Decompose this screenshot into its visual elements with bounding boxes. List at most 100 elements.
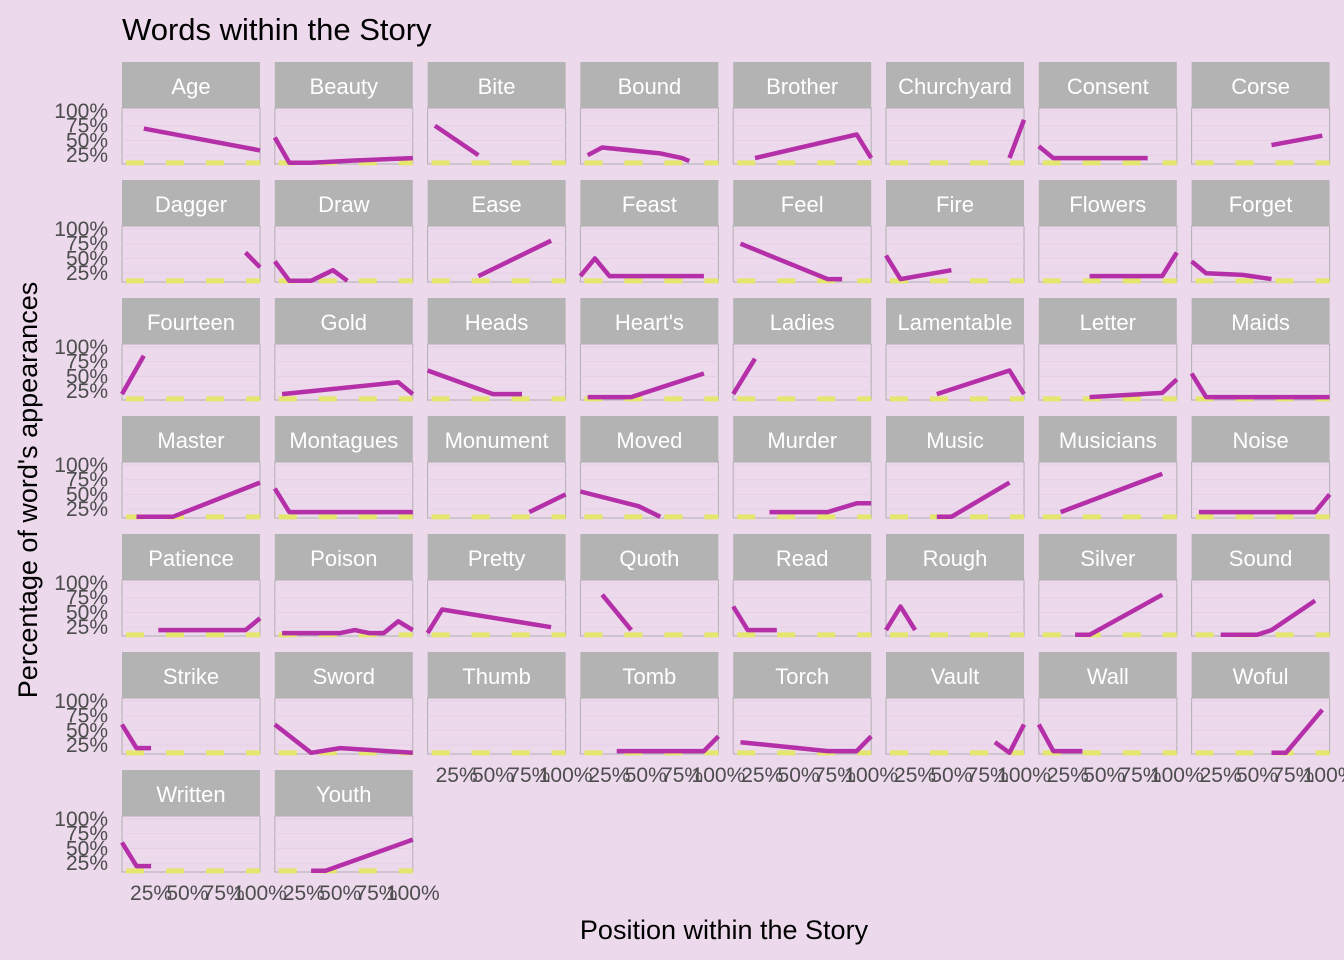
series-line: [1271, 133, 1323, 148]
series-line: [311, 837, 414, 874]
facet-label: Consent: [1067, 74, 1149, 99]
facet-corse: Corse: [1191, 62, 1331, 166]
facet-panel: [732, 225, 872, 283]
y-tick-label: 25%: [66, 616, 108, 639]
facet-panel: [885, 225, 1025, 283]
facet-strip: [886, 62, 1024, 108]
facet-strip: [1191, 652, 1330, 698]
facet-strip: [274, 534, 413, 580]
facet-strip: [122, 62, 260, 108]
facet-label: Master: [157, 428, 224, 453]
x-tick-label: 75%: [1119, 764, 1161, 787]
facet-label: Torch: [775, 664, 829, 689]
facet-wall: Wall 25%50%75%100%: [1036, 652, 1204, 787]
facet-strip: [580, 416, 719, 462]
facet-tomb: Tomb 25%50%75%100%: [579, 652, 745, 787]
series-line: [1190, 259, 1272, 282]
y-tick-label: 50%: [66, 129, 108, 152]
facet-thumb: Thumb 25%50%75%100%: [427, 652, 593, 787]
facet-strip: [886, 180, 1024, 226]
facet-heart-s: Heart's: [579, 298, 719, 402]
x-tick-label: 50%: [166, 882, 208, 905]
facet-strike: Strike 25%50%75%100%: [54, 652, 261, 757]
facet-panel: [1191, 579, 1331, 637]
series-line: [731, 605, 777, 633]
series-line: [1220, 598, 1317, 638]
series-line: [587, 371, 705, 400]
series-line: [731, 357, 757, 396]
y-tick-label: 75%: [66, 823, 108, 846]
x-tick-label: 50%: [1236, 764, 1278, 787]
facet-strip: [733, 180, 872, 226]
facet-panel: [427, 697, 567, 755]
facet-label: Moved: [616, 428, 682, 453]
series-line: [1271, 708, 1325, 756]
facet-strip: [274, 652, 413, 698]
facet-panel: [579, 579, 719, 637]
x-tick-label: 100%: [1150, 764, 1204, 787]
facet-letter: Letter: [1038, 298, 1179, 402]
y-tick-label: 25%: [66, 144, 108, 167]
facet-monument: Monument: [427, 416, 567, 520]
series-line: [754, 132, 874, 161]
facet-label: Heads: [465, 310, 529, 335]
series-line: [528, 492, 567, 515]
facet-strip: [427, 652, 566, 698]
series-line: [273, 722, 413, 756]
facet-label: Maids: [1231, 310, 1290, 335]
facet-label: Heart's: [615, 310, 684, 335]
facet-heads: Heads: [426, 298, 567, 402]
x-tick-label: 25%: [130, 882, 172, 905]
chart-title: Words within the Story: [122, 12, 432, 47]
facet-strip: [1191, 62, 1330, 108]
series-line: [1089, 377, 1179, 400]
facet-panel: [579, 343, 719, 401]
facet-label: Feast: [622, 192, 677, 217]
x-tick-label: 100%: [539, 764, 593, 787]
facet-forget: Forget: [1190, 180, 1331, 284]
y-tick-label: 100%: [54, 808, 108, 831]
series-line: [143, 126, 261, 153]
y-tick-label: 75%: [66, 115, 108, 138]
series-line: [281, 380, 415, 397]
x-tick-label: 100%: [1303, 764, 1344, 787]
facet-strip: [1038, 298, 1177, 344]
facet-quoth: Quoth: [579, 534, 719, 638]
facet-strip: [427, 416, 566, 462]
x-tick-label: 100%: [844, 764, 898, 787]
facet-panel: [121, 343, 261, 401]
facet-panel: [121, 225, 261, 283]
y-tick-label: 75%: [66, 587, 108, 610]
y-tick-label: 100%: [54, 572, 108, 595]
facet-panel: [885, 579, 1025, 637]
series-line: [1037, 144, 1148, 161]
facet-strip: [1191, 416, 1330, 462]
y-tick-label: 25%: [66, 498, 108, 521]
series-line: [769, 501, 872, 515]
facet-label: Thumb: [462, 664, 530, 689]
facet-woful: Woful 25%50%75%100%: [1191, 652, 1344, 787]
series-line: [158, 616, 262, 633]
facet-strip: [122, 416, 260, 462]
series-line: [426, 368, 522, 397]
series-line: [884, 254, 952, 282]
facet-strip: [580, 180, 719, 226]
facet-strip: [427, 62, 566, 108]
y-tick-label: 100%: [54, 100, 108, 123]
facet-strip: [427, 180, 566, 226]
facet-bound: Bound: [579, 62, 719, 166]
facet-label: Ease: [472, 192, 522, 217]
facet-label: Feel: [781, 192, 824, 217]
facet-sound: Sound: [1191, 534, 1331, 638]
y-tick-label: 50%: [66, 247, 108, 270]
x-tick-label: 25%: [588, 764, 630, 787]
facet-label: Flowers: [1069, 192, 1146, 217]
facet-strip: [274, 62, 413, 108]
x-tick-label: 25%: [1200, 764, 1242, 787]
facet-youth: Youth 25%50%75%100%: [274, 770, 440, 905]
facet-label: Brother: [766, 74, 838, 99]
x-tick-label: 100%: [233, 882, 287, 905]
facet-strip: [886, 652, 1024, 698]
facet-label: Poison: [310, 546, 377, 571]
facet-label: Sword: [313, 664, 375, 689]
